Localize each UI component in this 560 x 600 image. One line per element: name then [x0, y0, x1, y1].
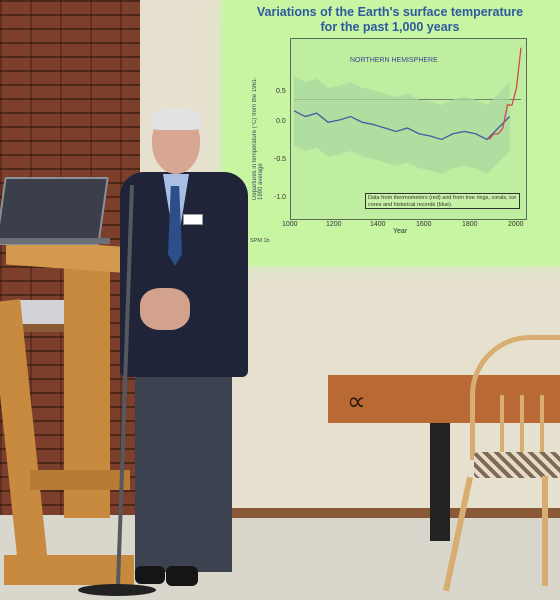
skirting-board [140, 508, 560, 518]
y-tick: -1.0 [274, 194, 287, 201]
source-tag: SPM 1b [250, 238, 270, 244]
y-tick: 0.5 [276, 88, 286, 95]
speaker-tie [168, 186, 182, 266]
slide-title-line1: Variations of the Earth's surface temper… [256, 5, 524, 19]
x-tick: 1800 [462, 221, 478, 228]
slide-title: Variations of the Earth's surface temper… [240, 5, 540, 35]
chair-spindle [500, 395, 504, 453]
x-tick: 1600 [416, 221, 432, 228]
chart-legend: Data from thermometers (red) and from tr… [365, 193, 520, 209]
speaker-shoe [135, 566, 165, 584]
slide-title-line2: for the past 1,000 years [320, 20, 460, 34]
x-tick: 1200 [326, 221, 342, 228]
laptop-base [0, 238, 110, 244]
ichthys-fish-icon: ∝ [347, 387, 366, 417]
chair-leg [542, 476, 548, 586]
thermometer-series-line [488, 47, 522, 140]
chair-seat-cushion [474, 452, 560, 478]
uncertainty-band [294, 76, 510, 174]
x-tick: 1000 [282, 221, 298, 228]
x-axis-label: Year [393, 228, 408, 235]
x-tick: 2000 [508, 221, 524, 228]
chair-back [470, 335, 560, 460]
projector-table [0, 324, 110, 332]
proxy-series-line [293, 110, 511, 141]
speaker-shoe [166, 566, 198, 586]
podium-shelf [30, 470, 130, 490]
y-tick: -0.5 [274, 156, 287, 163]
y-axis-label: Departures in temperature (°C) from the … [252, 76, 264, 200]
speaker-hands [140, 288, 190, 330]
bench-leg [430, 423, 450, 541]
name-badge [183, 214, 203, 225]
chair-spindle [520, 395, 524, 453]
y-tick: 0.0 [276, 118, 286, 125]
x-tick: 1400 [370, 221, 386, 228]
microphone-base [78, 584, 156, 596]
chair-spindle [540, 395, 544, 453]
speaker-trousers [135, 372, 232, 572]
podium-foot [4, 555, 134, 585]
speaker-hair [150, 108, 202, 130]
temperature-chart [293, 47, 522, 174]
panel-label: NORTHERN HEMISPHERE [350, 57, 438, 64]
speaker-jacket [120, 172, 248, 377]
laptop [0, 177, 109, 245]
